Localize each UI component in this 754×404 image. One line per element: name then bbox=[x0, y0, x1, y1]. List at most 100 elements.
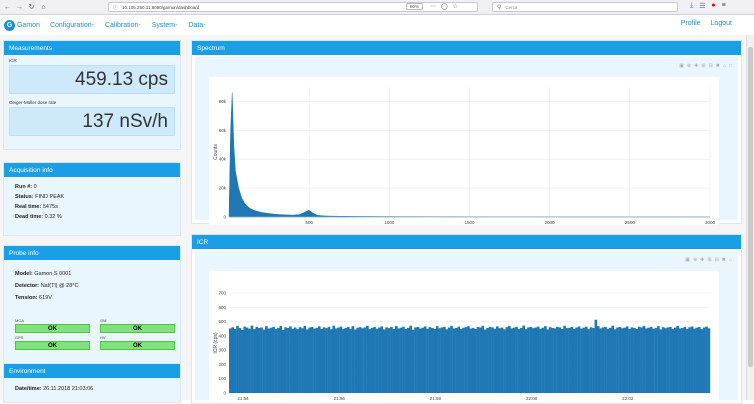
icr-bar bbox=[642, 325, 646, 393]
icr-bar bbox=[332, 325, 336, 393]
icr-y-tick-label: 300 bbox=[218, 348, 226, 353]
forward-icon[interactable]: → bbox=[16, 3, 23, 11]
page-scrollbar[interactable] bbox=[746, 35, 754, 400]
plotly-icon[interactable]: □ bbox=[728, 63, 732, 69]
zoom-out-icon[interactable]: ⊟ bbox=[708, 63, 713, 69]
icr-bar bbox=[462, 327, 465, 393]
icr-bar bbox=[281, 329, 285, 393]
scroll-thumb[interactable] bbox=[748, 47, 753, 367]
menu-configuration[interactable]: Configuration- bbox=[49, 21, 94, 29]
search-icon: ⚲ bbox=[497, 4, 502, 11]
zoom-badge[interactable]: 80% bbox=[406, 3, 424, 10]
icr-bar bbox=[599, 328, 602, 393]
spectrum-chart[interactable]: 020k40k60k80k50010001500200025003000Ener… bbox=[195, 57, 740, 225]
icr-bar bbox=[546, 329, 550, 393]
icr-bar bbox=[503, 329, 506, 393]
spectrum-x-tick-label: 3000 bbox=[705, 220, 716, 225]
pan-icon[interactable]: ✚ bbox=[700, 257, 705, 263]
icr-bar bbox=[616, 327, 619, 393]
camera-icon[interactable]: ▣ bbox=[679, 63, 684, 69]
icr-bar bbox=[493, 328, 497, 393]
icr-bar bbox=[510, 328, 513, 393]
icr-bar bbox=[649, 326, 653, 393]
gamon-logo-icon: G bbox=[4, 19, 15, 31]
camera-icon[interactable]: ▣ bbox=[685, 257, 690, 263]
brand[interactable]: G Gamon bbox=[4, 19, 40, 31]
icr-chart[interactable]: 0 100 200 300 400 500 600 700 21:54 21:56 21:58 22:… bbox=[195, 251, 740, 403]
icr-x-tick-label: 21:54 bbox=[237, 396, 249, 401]
zoom-in-icon[interactable]: ⊞ bbox=[701, 63, 706, 69]
icr-bar bbox=[349, 328, 352, 393]
zoom-icon[interactable]: ⊕ bbox=[686, 63, 692, 69]
icr-y-tick-label: 0 bbox=[223, 391, 226, 396]
pocket-icon[interactable]: ◯ bbox=[441, 4, 448, 10]
pan-icon[interactable]: ✚ bbox=[694, 63, 699, 69]
info-icon[interactable]: ⓘ bbox=[113, 4, 119, 11]
icr-y-tick-label: 200 bbox=[218, 362, 226, 367]
spectrum-x-tick-label: 500 bbox=[305, 220, 313, 225]
icr-bar bbox=[361, 328, 364, 393]
home-icon[interactable]: ⌂ bbox=[41, 3, 46, 11]
zoom-icon[interactable]: ⊕ bbox=[692, 257, 698, 263]
icr-x-tick-label: 21:56 bbox=[334, 396, 346, 401]
zoom-in-icon[interactable]: ⊞ bbox=[707, 257, 712, 263]
spectrum-x-tick-label: 1500 bbox=[464, 220, 475, 225]
url-text: 10.105.250.11:8080/gamon/dashboard bbox=[122, 4, 200, 10]
spectrum-y-tick-label: 60k bbox=[219, 128, 227, 133]
icr-bar bbox=[450, 325, 453, 393]
zoom-out-icon[interactable]: ⊟ bbox=[714, 257, 719, 263]
search-input[interactable]: ⚲ Cerca bbox=[492, 2, 678, 12]
icr-bar bbox=[635, 329, 639, 393]
menu-data[interactable]: Data- bbox=[188, 21, 206, 29]
reload-icon[interactable]: ↻ bbox=[28, 4, 35, 11]
icr-bar bbox=[272, 326, 275, 393]
back-icon[interactable]: ← bbox=[4, 3, 11, 11]
icr-bar bbox=[522, 325, 526, 393]
icr-bar bbox=[495, 326, 499, 393]
icr-bar bbox=[241, 330, 244, 393]
reset-icon[interactable]: ⌂ bbox=[728, 257, 732, 263]
icr-bar bbox=[671, 329, 675, 393]
icr-bar bbox=[580, 328, 583, 393]
icr-bar bbox=[621, 328, 624, 393]
icr-bar bbox=[697, 327, 701, 393]
library-icon[interactable]: ☰ bbox=[699, 3, 706, 10]
tension-line: Tension: 619V bbox=[15, 295, 52, 301]
logout-link[interactable]: Logout bbox=[710, 20, 732, 27]
measurements-title: Measurements bbox=[4, 41, 180, 55]
download-icon[interactable]: ⤓ bbox=[690, 2, 694, 9]
icr-bar bbox=[236, 325, 239, 393]
menu-calibration[interactable]: Calibration- bbox=[104, 21, 141, 29]
reset-icon[interactable]: ⌂ bbox=[722, 63, 726, 69]
icr-bar bbox=[293, 327, 297, 393]
icr-bar bbox=[370, 327, 374, 393]
addon-icon[interactable]: ● bbox=[711, 2, 716, 9]
more-icon[interactable]: ⋯ bbox=[430, 4, 436, 10]
hamburger-menu-icon[interactable]: ≡ bbox=[721, 2, 726, 9]
autoscale-icon[interactable]: ✖ bbox=[721, 257, 726, 263]
icr-bar bbox=[471, 327, 475, 393]
icr-bar bbox=[404, 329, 408, 393]
icr-bar bbox=[661, 327, 665, 393]
icr-bar bbox=[467, 326, 470, 393]
autoscale-icon[interactable]: ✖ bbox=[715, 63, 720, 69]
icr-bar bbox=[673, 327, 677, 393]
icr-bar bbox=[498, 328, 501, 393]
icr-bar bbox=[438, 328, 441, 393]
icr-bar bbox=[529, 327, 533, 393]
icr-bar bbox=[334, 328, 338, 393]
url-bar[interactable]: ⓘ 10.105.250.11:8080/gamon/dashboard bbox=[108, 2, 478, 12]
icr-bar bbox=[683, 326, 687, 393]
icr-bar bbox=[479, 327, 482, 393]
menu-system[interactable]: System- bbox=[151, 21, 178, 29]
icr-bar bbox=[433, 329, 437, 393]
icr-y-tick-label: 100 bbox=[218, 376, 226, 381]
icr-bar bbox=[483, 329, 487, 393]
icr-bar bbox=[678, 328, 682, 393]
icr-bar bbox=[317, 326, 321, 393]
icr-bar bbox=[584, 326, 588, 393]
spectrum-y-axis-label: Counts bbox=[213, 144, 219, 160]
profile-link[interactable]: Profile bbox=[680, 20, 701, 27]
bookmark-star-icon[interactable]: ☆ bbox=[452, 4, 459, 10]
icr-bar bbox=[291, 328, 295, 393]
